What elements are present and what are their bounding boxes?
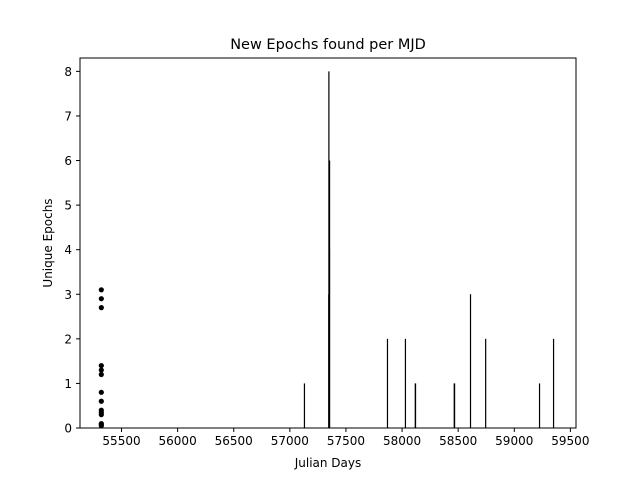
y-tick-label: 5	[64, 199, 72, 213]
y-tick-label: 1	[64, 377, 72, 391]
epoch-point	[98, 296, 104, 302]
epoch-point	[98, 305, 104, 311]
x-tick-label: 56000	[159, 434, 197, 448]
y-tick-label: 0	[64, 422, 72, 436]
y-axis-label: Unique Epochs	[41, 198, 55, 287]
epoch-point	[98, 389, 104, 395]
y-tick-label: 8	[64, 65, 72, 79]
plot-frame	[79, 57, 577, 429]
plot-marks	[98, 71, 555, 429]
chart-title: New Epochs found per MJD	[230, 37, 426, 53]
x-tick-label: 57000	[271, 434, 309, 448]
x-tick-label: 59000	[495, 434, 533, 448]
x-axis-ticks: 55500 56000 56500 57000 57500 58000 58500 59000…	[102, 428, 589, 448]
epoch-point	[98, 371, 104, 378]
y-tick-label: 2	[64, 332, 72, 346]
x-tick-label: 58000	[383, 434, 421, 448]
y-tick-label: 3	[64, 288, 72, 302]
y-tick-label: 6	[64, 154, 72, 168]
y-axis-ticks: 0 1 2 3 4 5 6 7 8	[64, 65, 80, 436]
x-tick-label: 59500	[551, 434, 589, 448]
epoch-point	[98, 362, 104, 369]
x-tick-label: 56500	[215, 434, 253, 448]
y-tick-label: 7	[64, 109, 72, 123]
x-axis-label: Julian Days	[294, 456, 362, 470]
epoch-point	[98, 367, 104, 373]
epoch-point	[98, 287, 104, 293]
epoch-point	[98, 398, 104, 404]
x-tick-label: 55500	[102, 434, 140, 448]
epoch-point	[98, 423, 104, 429]
y-tick-label: 4	[64, 243, 72, 257]
epoch-point	[98, 412, 104, 418]
x-tick-label: 57500	[327, 434, 365, 448]
x-tick-label: 58500	[439, 434, 477, 448]
